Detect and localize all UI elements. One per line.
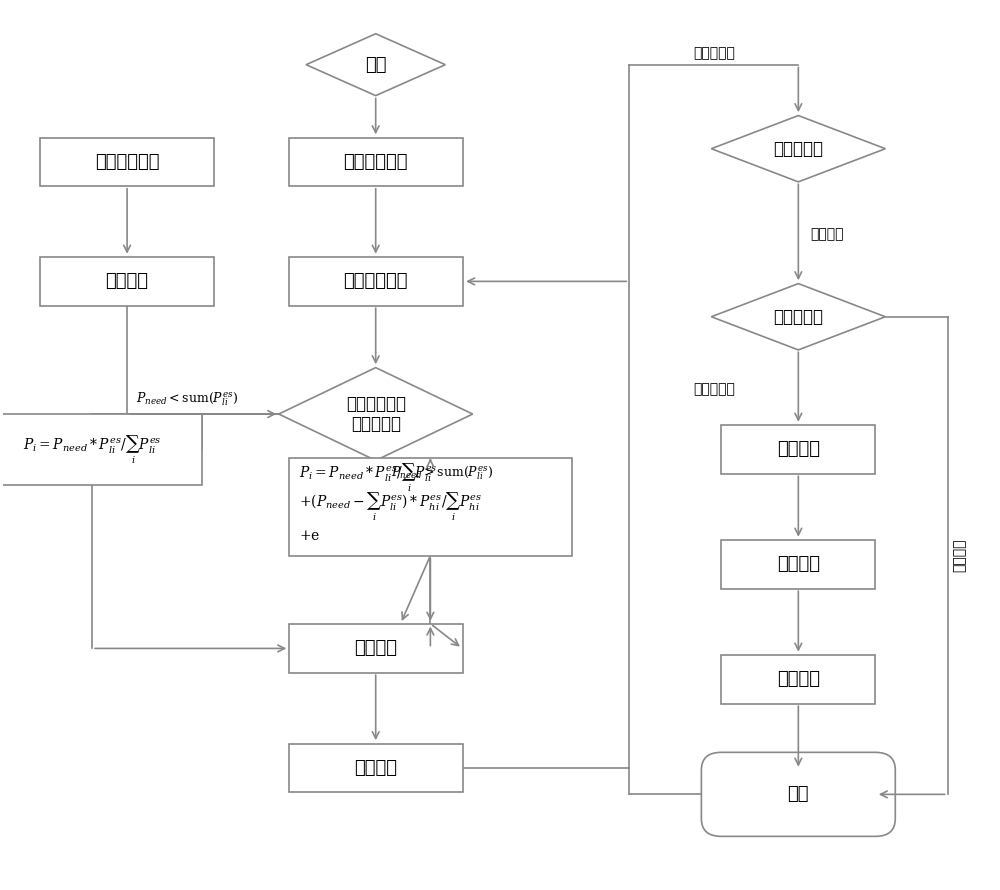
Text: $+\mathrm{e}$: $+\mathrm{e}$ bbox=[299, 529, 320, 543]
Text: 发布需求: 发布需求 bbox=[777, 441, 820, 458]
Text: $P_{need}<\mathrm{sum}(P_{li}^{es})$: $P_{need}<\mathrm{sum}(P_{li}^{es})$ bbox=[136, 390, 238, 408]
FancyBboxPatch shape bbox=[289, 458, 572, 555]
Text: 未达到需求: 未达到需求 bbox=[693, 46, 735, 61]
Text: 削减策略: 削减策略 bbox=[354, 639, 397, 658]
FancyBboxPatch shape bbox=[721, 655, 875, 704]
FancyBboxPatch shape bbox=[701, 752, 895, 837]
Text: 动态潜力评估: 动态潜力评估 bbox=[343, 272, 408, 290]
Text: 结束: 结束 bbox=[788, 785, 809, 804]
Text: $P_{need}>\mathrm{sum}(P_{li}^{es})$: $P_{need}>\mathrm{sum}(P_{li}^{es})$ bbox=[391, 465, 493, 482]
FancyBboxPatch shape bbox=[40, 257, 214, 305]
FancyBboxPatch shape bbox=[0, 414, 202, 485]
Text: 开始: 开始 bbox=[365, 56, 386, 74]
Text: $P_i = P_{need} * P_{li}^{es}/\sum_i P_{li}^{es}$: $P_i = P_{need} * P_{li}^{es}/\sum_i P_{… bbox=[23, 433, 162, 465]
Text: 达到需求: 达到需求 bbox=[952, 538, 966, 572]
Polygon shape bbox=[711, 284, 885, 350]
Polygon shape bbox=[711, 116, 885, 182]
Text: 实时状态监测: 实时状态监测 bbox=[343, 153, 408, 171]
Text: 未达到需求: 未达到需求 bbox=[693, 383, 735, 396]
FancyBboxPatch shape bbox=[721, 540, 875, 588]
FancyBboxPatch shape bbox=[721, 425, 875, 473]
Text: 效果核验: 效果核验 bbox=[354, 759, 397, 777]
Polygon shape bbox=[306, 34, 445, 95]
FancyBboxPatch shape bbox=[289, 624, 463, 673]
Text: 达到需求: 达到需求 bbox=[810, 228, 844, 241]
Text: 择优选取: 择优选取 bbox=[777, 670, 820, 688]
Text: 总体完成度: 总体完成度 bbox=[773, 140, 823, 158]
Text: $P_i = P_{need} * P_{li}^{es}/\sum_i P_{li}^{es}$: $P_i = P_{need} * P_{li}^{es}/\sum_i P_{… bbox=[299, 462, 437, 494]
Text: 判断缺额与响
应潜力关系: 判断缺额与响 应潜力关系 bbox=[346, 394, 406, 433]
FancyBboxPatch shape bbox=[289, 138, 463, 186]
Polygon shape bbox=[279, 368, 473, 460]
Text: 个体完成度: 个体完成度 bbox=[773, 308, 823, 326]
Text: $+(P_{need}-\sum_i P_{li}^{es})*P_{hi}^{es}/\sum_i P_{hi}^{es}$: $+(P_{need}-\sum_i P_{li}^{es})*P_{hi}^{… bbox=[299, 490, 482, 523]
Text: 多方竞价: 多方竞价 bbox=[777, 555, 820, 573]
Text: 供需失衡事件: 供需失衡事件 bbox=[95, 153, 159, 171]
FancyBboxPatch shape bbox=[289, 257, 463, 305]
FancyBboxPatch shape bbox=[289, 743, 463, 792]
FancyBboxPatch shape bbox=[40, 138, 214, 186]
Text: 估计缺额: 估计缺额 bbox=[106, 272, 149, 290]
